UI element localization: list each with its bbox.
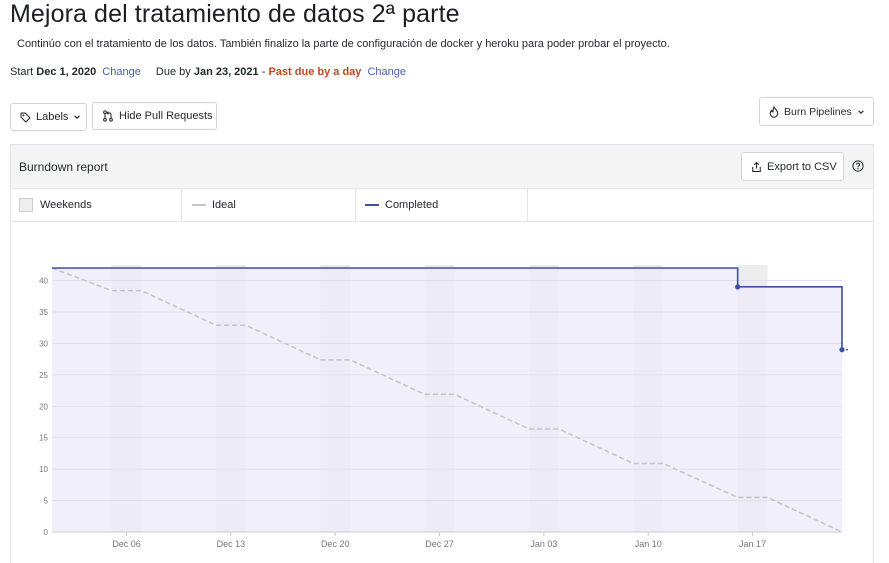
chevron-down-icon: [73, 113, 81, 121]
completed-swatch: [365, 204, 379, 206]
due-label: Due by: [155, 66, 191, 78]
due-separator: -: [261, 66, 266, 78]
export-csv-label: Export to CSV: [767, 160, 837, 173]
ideal-swatch: [192, 204, 206, 206]
weekends-swatch: [19, 198, 33, 212]
completed-point: [735, 284, 741, 290]
y-tick-label: 25: [39, 371, 48, 380]
pull-request-icon: [102, 110, 114, 122]
labels-button-label: Labels: [36, 111, 69, 123]
past-due-text: Past due by a day: [268, 66, 362, 78]
y-tick-label: 10: [39, 465, 48, 474]
completed-area: [52, 268, 842, 532]
start-label: Start: [10, 66, 34, 78]
x-tick-label: Dec 06: [112, 539, 141, 549]
tag-icon: [20, 112, 31, 123]
x-tick-label: Dec 13: [217, 539, 246, 549]
milestone-dates: Start Dec 1, 2020 Change Due by Jan 23, …: [10, 66, 406, 78]
flame-icon: [769, 105, 779, 118]
y-tick-label: 40: [39, 277, 48, 286]
milestone-title: Mejora del tratamiento de datos 2ª parte: [10, 0, 460, 28]
legend-weekends-label: Weekends: [40, 199, 92, 211]
x-tick-label: Jan 03: [530, 539, 557, 549]
x-tick-label: Dec 27: [425, 539, 454, 549]
labels-button[interactable]: Labels: [10, 103, 87, 131]
y-tick-label: 35: [39, 308, 48, 317]
burn-pipelines-label: Burn Pipelines: [784, 105, 852, 118]
milestone-description: Continúo con el tratamiento de los datos…: [17, 38, 670, 50]
x-tick-label: Jan 10: [635, 539, 662, 549]
burndown-report-header: Burndown report Export to CSV: [11, 145, 873, 189]
chevron-down-icon: [857, 108, 865, 116]
legend-ideal-label: Ideal: [212, 199, 236, 211]
change-due-link[interactable]: Change: [367, 66, 407, 78]
hide-pull-requests-button[interactable]: Hide Pull Requests: [92, 102, 217, 130]
burndown-report-panel: Burndown report Export to CSV Weekends I…: [10, 144, 874, 563]
export-icon: [751, 161, 762, 173]
y-tick-label: 30: [39, 339, 48, 348]
help-icon[interactable]: [852, 159, 864, 172]
burndown-report-title: Burndown report: [19, 160, 108, 174]
y-tick-label: 5: [44, 497, 49, 506]
x-tick-label: Dec 20: [321, 539, 350, 549]
burn-pipelines-button[interactable]: Burn Pipelines: [759, 97, 874, 126]
chart-legend: Weekends Ideal Completed: [11, 189, 873, 222]
legend-ideal[interactable]: Ideal: [182, 189, 356, 221]
legend-completed[interactable]: Completed: [356, 189, 528, 221]
y-tick-label: 0: [44, 528, 49, 537]
due-date: Jan 23, 2021: [193, 66, 259, 78]
hide-pull-requests-label: Hide Pull Requests: [119, 110, 213, 122]
x-tick-label: Jan 17: [739, 539, 766, 549]
export-csv-button[interactable]: Export to CSV: [741, 152, 844, 181]
y-tick-label: 20: [39, 402, 48, 411]
y-tick-label: 15: [39, 434, 48, 443]
legend-completed-label: Completed: [385, 199, 439, 211]
completed-point: [839, 347, 845, 353]
legend-weekends[interactable]: Weekends: [11, 189, 182, 221]
start-date: Dec 1, 2020: [36, 66, 97, 78]
change-start-link[interactable]: Change: [102, 66, 141, 78]
